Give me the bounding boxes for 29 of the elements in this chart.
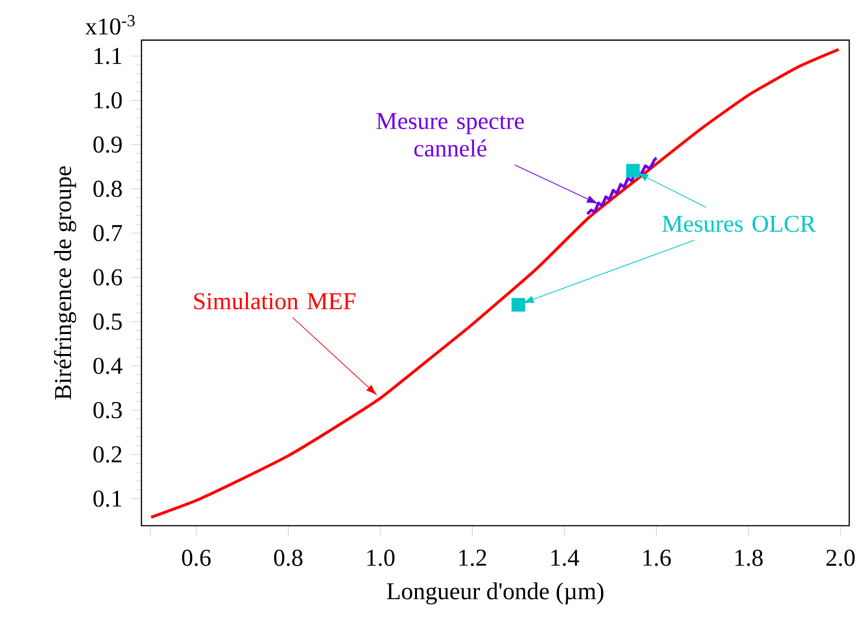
y-tick-label: 0.7 (93, 225, 122, 242)
x-tick-label: 1.2 (459, 550, 486, 566)
x-tick-label: 0.6 (182, 550, 211, 566)
y-tick-label: 0.4 (93, 358, 122, 374)
y-tick-label: 0.2 (93, 446, 122, 463)
x-axis-title: Longueur d'onde (µm) (387, 582, 604, 605)
text: Mesure spectre cannelé (376, 113, 524, 157)
y-tick-label: 1.0 (94, 92, 122, 109)
y-tick-label: 0.3 (93, 402, 122, 419)
y-tick-label: 0.9 (93, 136, 122, 154)
x-tick-label: 1.8 (736, 550, 763, 566)
x-tick-label: 0.8 (274, 550, 302, 566)
y-tick-label: 0.1 (93, 490, 122, 508)
x-tick-label: 2.0 (826, 550, 855, 566)
text: x10$^{-3}$ (85, 15, 135, 35)
y-tick-label: 1.1 (94, 48, 122, 64)
point (512, 298, 526, 312)
y-tick-label: 0.8 (93, 180, 122, 198)
x-tick-label: 1.4 (551, 550, 580, 566)
y-tick-label: 0.6 (93, 269, 122, 286)
text: Simulation MEF (194, 292, 356, 310)
point (626, 164, 640, 178)
line-series (150, 48, 840, 519)
legend-label: Mesures OLCR (662, 216, 816, 232)
y-tick-label: 0.5 (93, 314, 122, 330)
x-tick-label: 1.0 (367, 550, 394, 566)
x-tick-label: 1.6 (643, 550, 671, 566)
y-axis-title: Biréfringence de groupe (54, 166, 76, 400)
line-series (586, 156, 658, 216)
